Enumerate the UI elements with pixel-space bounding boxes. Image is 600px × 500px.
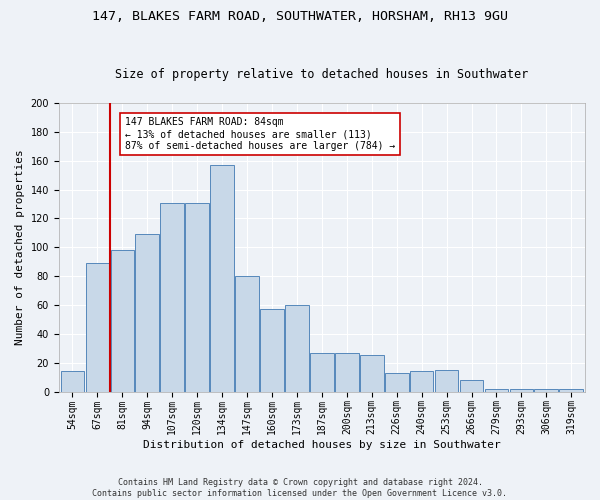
Bar — [260, 310, 284, 392]
Bar — [160, 202, 184, 392]
Bar — [335, 352, 359, 392]
Bar — [86, 263, 109, 392]
Bar — [559, 388, 583, 392]
Title: Size of property relative to detached houses in Southwater: Size of property relative to detached ho… — [115, 68, 529, 81]
Text: 147, BLAKES FARM ROAD, SOUTHWATER, HORSHAM, RH13 9GU: 147, BLAKES FARM ROAD, SOUTHWATER, HORSH… — [92, 10, 508, 23]
Bar — [136, 234, 159, 392]
Bar — [435, 370, 458, 392]
X-axis label: Distribution of detached houses by size in Southwater: Distribution of detached houses by size … — [143, 440, 501, 450]
Bar — [460, 380, 484, 392]
Bar — [535, 388, 558, 392]
Bar — [310, 352, 334, 392]
Y-axis label: Number of detached properties: Number of detached properties — [15, 150, 25, 345]
Bar — [385, 373, 409, 392]
Bar — [210, 165, 234, 392]
Bar — [61, 372, 85, 392]
Bar — [485, 388, 508, 392]
Bar — [185, 202, 209, 392]
Text: Contains HM Land Registry data © Crown copyright and database right 2024.
Contai: Contains HM Land Registry data © Crown c… — [92, 478, 508, 498]
Bar — [410, 372, 433, 392]
Text: 147 BLAKES FARM ROAD: 84sqm
← 13% of detached houses are smaller (113)
87% of se: 147 BLAKES FARM ROAD: 84sqm ← 13% of det… — [125, 118, 395, 150]
Bar — [285, 305, 309, 392]
Bar — [360, 356, 383, 392]
Bar — [509, 388, 533, 392]
Bar — [110, 250, 134, 392]
Bar — [235, 276, 259, 392]
